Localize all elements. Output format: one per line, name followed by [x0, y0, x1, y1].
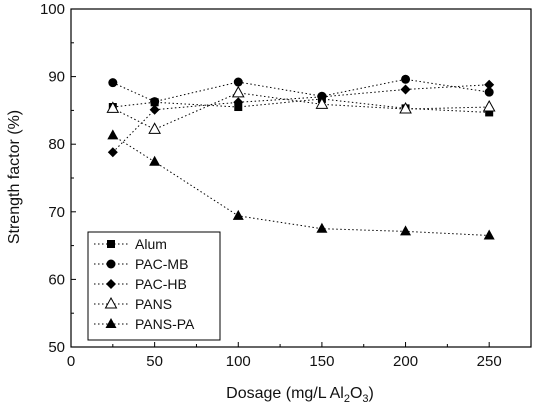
data-point-pans	[482, 99, 496, 112]
data-point-pans-pa	[107, 129, 119, 140]
data-point-pans-pa	[400, 225, 412, 236]
series-layer	[106, 74, 496, 240]
series-line-alum	[112, 98, 490, 113]
data-point-pans	[399, 102, 412, 114]
series-line-pans-pa	[112, 134, 490, 236]
x-tick-label: 150	[309, 353, 334, 370]
legend-marker-pans-pa	[105, 318, 117, 328]
data-point-pans-pa	[316, 222, 328, 233]
y-axis-title: Strength factor (%)	[6, 110, 23, 244]
legend-label-alum: Alum	[135, 236, 167, 252]
series-line-pans	[112, 92, 490, 130]
legend-label-pans-pa: PANS-PA	[135, 316, 195, 332]
y-tick-label: 50	[48, 339, 65, 356]
x-axis-title: Dosage (mg/L Al2O3)	[226, 385, 374, 405]
x-tick-label: 200	[393, 353, 418, 370]
y-tick-label: 60	[48, 271, 65, 288]
x-tick-label: 50	[146, 353, 163, 370]
y-tick-label: 100	[40, 1, 65, 18]
data-point-pac-mb	[233, 77, 243, 87]
data-point-pans	[315, 97, 329, 109]
data-point-pans	[106, 101, 120, 113]
data-point-pac-hb	[400, 84, 411, 95]
series-pans-pa	[107, 129, 495, 240]
data-point-pac-hb	[484, 79, 495, 90]
legend-label-pac-mb: PAC-MB	[135, 256, 188, 272]
data-point-pac-mb	[108, 78, 118, 88]
x-tick-label: 250	[477, 353, 502, 370]
x-tick-label: 0	[67, 353, 75, 370]
data-point-pac-hb	[107, 147, 118, 158]
legend-label-pac-hb: PAC-HB	[135, 276, 187, 292]
legend-marker-pans	[104, 296, 118, 309]
data-point-pac-mb	[484, 87, 494, 97]
data-point-pac-hb	[233, 97, 244, 108]
series-pans	[106, 85, 496, 134]
data-point-pans-pa	[483, 229, 495, 240]
legend-label-pans: PANS	[135, 296, 172, 312]
data-point-pac-mb	[150, 97, 160, 107]
y-tick-label: 90	[48, 69, 65, 86]
data-point-pans	[148, 122, 161, 134]
legend-marker-pac-mb	[106, 259, 116, 269]
x-tick-label: 100	[226, 353, 251, 370]
series-pac-hb	[107, 79, 495, 158]
series-alum	[108, 94, 494, 117]
y-tick-label: 80	[48, 136, 65, 153]
data-point-pans	[231, 85, 245, 98]
legend-marker-alum	[107, 240, 115, 248]
data-point-pans-pa	[149, 155, 161, 166]
data-point-pac-mb	[401, 74, 411, 84]
data-point-pac-hb	[316, 91, 327, 102]
data-point-pans-pa	[232, 209, 244, 220]
data-point-pac-hb	[149, 104, 160, 115]
legend: Alum PAC-MB PAC-HB PANS PANS-PA	[87, 231, 221, 341]
series-line-pac-hb	[112, 84, 490, 153]
y-tick-label: 70	[48, 204, 65, 221]
legend-marker-pac-hb	[106, 279, 116, 289]
series-line-pac-mb	[112, 78, 490, 103]
data-point-alum	[485, 108, 494, 117]
